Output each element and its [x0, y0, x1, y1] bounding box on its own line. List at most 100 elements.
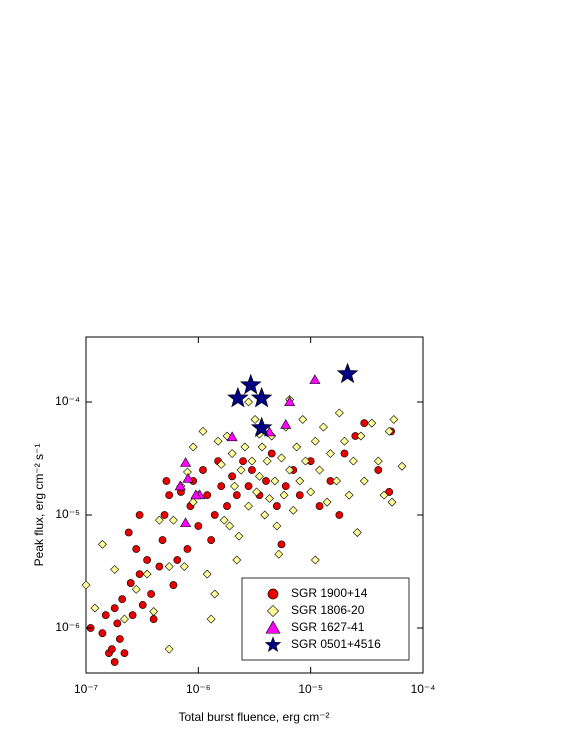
point — [135, 570, 144, 579]
point — [188, 442, 198, 452]
point — [344, 490, 354, 500]
point — [288, 505, 298, 515]
point — [270, 476, 280, 486]
point — [217, 482, 226, 491]
point — [98, 629, 107, 638]
point — [226, 431, 238, 442]
point — [322, 497, 332, 507]
point — [81, 580, 91, 590]
point — [203, 491, 212, 500]
point — [340, 449, 349, 458]
point — [348, 456, 358, 466]
point — [239, 457, 247, 465]
point — [162, 477, 171, 485]
y-axis-label: Peak flux, erg cm⁻² s⁻¹ — [32, 444, 46, 567]
y-tick-label: 10⁻⁵ — [55, 507, 80, 521]
point — [234, 531, 244, 541]
point — [247, 456, 257, 466]
point — [239, 373, 262, 395]
point — [154, 515, 164, 525]
point — [244, 482, 253, 491]
point — [174, 480, 186, 491]
point — [367, 418, 377, 428]
plot-frame — [85, 336, 424, 674]
point — [284, 396, 296, 407]
point — [272, 521, 282, 531]
legend-marker — [265, 620, 281, 634]
point — [188, 497, 198, 507]
point — [115, 635, 124, 643]
point — [182, 472, 194, 483]
point — [160, 511, 169, 519]
point — [244, 501, 253, 511]
point — [274, 549, 284, 559]
legend-marker — [264, 636, 282, 653]
point — [285, 465, 295, 475]
point — [107, 645, 116, 654]
point — [262, 477, 270, 485]
point — [232, 555, 242, 565]
point — [143, 556, 152, 564]
point — [147, 590, 156, 598]
point — [158, 536, 167, 544]
point — [277, 540, 286, 549]
point — [110, 565, 120, 574]
point — [227, 386, 249, 408]
point — [101, 611, 110, 620]
point — [168, 515, 178, 525]
point — [295, 476, 305, 486]
point — [173, 556, 182, 564]
point — [306, 487, 316, 497]
point — [110, 658, 119, 666]
point — [262, 456, 272, 466]
y-tick-label: 10⁻⁴ — [55, 394, 80, 408]
point — [244, 397, 253, 407]
point — [360, 419, 369, 428]
point — [142, 569, 152, 579]
point — [164, 562, 174, 571]
point — [206, 614, 216, 624]
point — [128, 611, 137, 620]
point — [165, 491, 174, 500]
marks — [81, 362, 407, 666]
point — [216, 460, 226, 469]
point — [332, 476, 341, 486]
point — [260, 510, 270, 520]
point — [120, 649, 129, 657]
point — [199, 466, 207, 474]
point — [248, 466, 256, 474]
point — [236, 465, 246, 475]
point — [202, 569, 212, 579]
point — [277, 453, 286, 463]
x-tick-label: 10⁻⁴ — [411, 682, 436, 696]
point — [135, 511, 144, 519]
point — [292, 442, 302, 452]
point — [210, 589, 220, 599]
point — [326, 449, 335, 458]
point — [397, 461, 407, 471]
point — [228, 472, 237, 481]
point — [149, 615, 158, 623]
legend-label: SGR 1627-41 — [291, 620, 365, 634]
point — [225, 521, 235, 531]
point — [194, 522, 203, 530]
point — [90, 603, 100, 613]
point — [352, 528, 362, 537]
point — [389, 415, 399, 424]
legend-label: SGR 1806-20 — [291, 603, 365, 617]
point — [298, 415, 308, 424]
point — [301, 456, 310, 466]
point — [281, 482, 290, 491]
point — [179, 562, 189, 571]
point — [183, 545, 192, 553]
x-tick-label: 10⁻⁷ — [74, 682, 98, 696]
point — [310, 436, 320, 446]
point — [240, 442, 250, 452]
point — [164, 644, 174, 654]
point — [315, 502, 324, 510]
point — [340, 436, 349, 446]
point — [359, 476, 369, 486]
point — [385, 488, 394, 496]
point — [295, 491, 304, 500]
point — [230, 481, 239, 491]
